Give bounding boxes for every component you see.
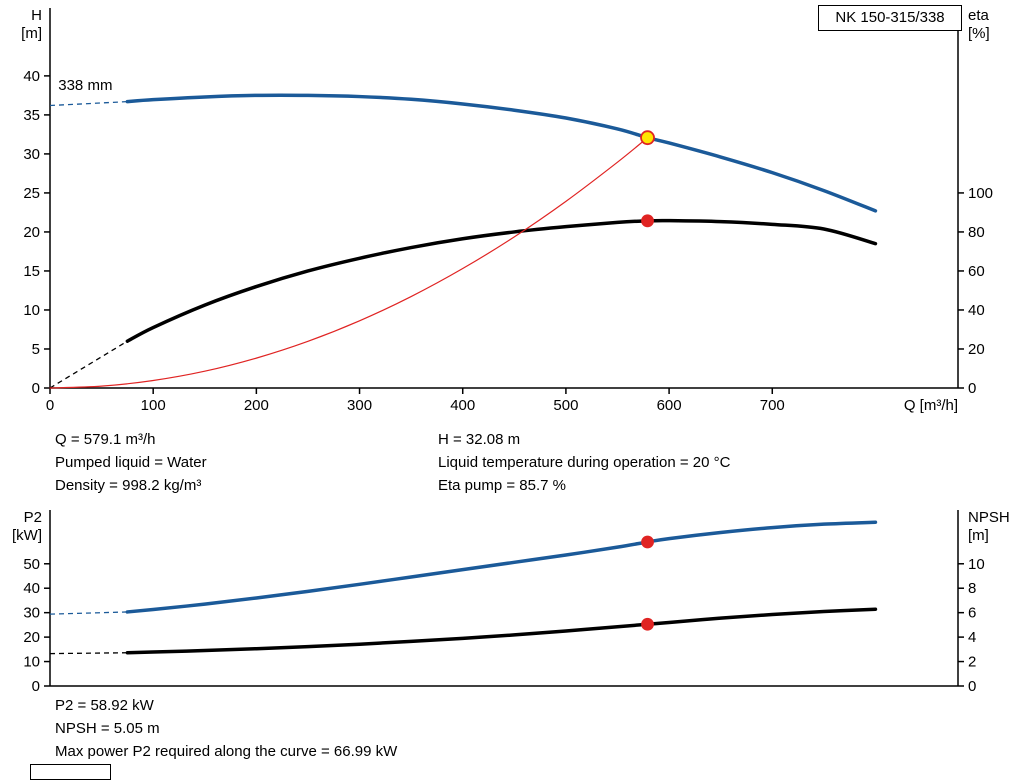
- head-curve: [125, 93, 878, 213]
- y-left-axis-title: [kW]: [12, 527, 42, 544]
- system-curve: [49, 137, 649, 389]
- y-right-tick-label: 4: [968, 629, 976, 646]
- info-density: Density = 998.2 kg/m³: [55, 477, 202, 494]
- x-tick-label: 200: [244, 397, 269, 414]
- p2-curve: [125, 520, 878, 614]
- y-left-axis-title: [m]: [21, 25, 42, 42]
- pump-type-label: NK 150-315/338: [835, 9, 945, 26]
- y-left-tick-label: 40: [23, 68, 40, 85]
- efficiency-curve-dashed: [49, 340, 128, 389]
- info-max-power: Max power P2 required along the curve = …: [55, 743, 398, 760]
- y-right-tick-label: 20: [968, 341, 985, 358]
- y-right-tick-label: 80: [968, 224, 985, 241]
- y-right-axis-title: [%]: [968, 25, 990, 42]
- y-right-tick-label: 100: [968, 185, 993, 202]
- npsh-curve: [125, 607, 878, 655]
- efficiency-curve: [125, 218, 878, 343]
- y-left-tick-label: 40: [23, 580, 40, 597]
- y-right-tick-label: 60: [968, 263, 985, 280]
- operating-info-right: H = 32.08 m Liquid temperature during op…: [438, 428, 730, 497]
- y-left-tick-label: 5: [32, 341, 40, 358]
- y-right-tick-label: 6: [968, 605, 976, 622]
- y-left-axis-title: P2: [24, 509, 42, 526]
- duty-point: [640, 130, 655, 146]
- npsh-point: [641, 617, 654, 631]
- y-left-tick-label: 10: [23, 654, 40, 671]
- info-liquid: Pumped liquid = Water: [55, 454, 207, 471]
- y-left-tick-label: 15: [23, 263, 40, 280]
- y-left-tick-label: 30: [23, 146, 40, 163]
- y-left-tick-label: 20: [23, 224, 40, 241]
- x-tick-label: 100: [141, 397, 166, 414]
- power-info: P2 = 58.92 kW NPSH = 5.05 m Max power P2…: [55, 694, 397, 763]
- y-right-axis-title: [m]: [968, 527, 989, 544]
- info-temperature: Liquid temperature during operation = 20…: [438, 454, 731, 471]
- info-eta: Eta pump = 85.7 %: [438, 477, 566, 494]
- x-tick-label: 0: [46, 397, 54, 414]
- p2-curve-dashed: [49, 611, 128, 615]
- head-curve-dashed: [49, 100, 128, 107]
- y-left-tick-label: 10: [23, 302, 40, 319]
- info-p2: P2 = 58.92 kW: [55, 697, 154, 714]
- y-right-axis-title: eta: [968, 7, 990, 24]
- x-tick-label: 300: [347, 397, 372, 414]
- y-left-tick-label: 20: [23, 629, 40, 646]
- p2-point: [641, 535, 654, 549]
- y-left-tick-label: 0: [32, 678, 40, 694]
- x-tick-label: 500: [553, 397, 578, 414]
- y-left-tick-label: 0: [32, 380, 40, 397]
- info-npsh: NPSH = 5.05 m: [55, 720, 160, 737]
- y-right-tick-label: 10: [968, 556, 985, 573]
- y-right-tick-label: 8: [968, 580, 976, 597]
- y-right-axis-title: NPSH: [968, 509, 1010, 526]
- y-right-tick-label: 40: [968, 302, 985, 319]
- y-right-tick-label: 2: [968, 654, 976, 671]
- y-right-tick-label: 0: [968, 678, 976, 694]
- y-left-axis-title: H: [31, 7, 42, 24]
- p2-npsh-chart: 0 10 20 30 40 50 0 2 4 6 8 10 P2[kW] NPSH[m]: [12, 509, 1010, 694]
- y-left-tick-label: 35: [23, 107, 40, 124]
- info-flow: Q = 579.1 m³/h: [55, 431, 156, 448]
- npsh-curve-dashed: [49, 652, 128, 655]
- x-tick-label: 600: [657, 397, 682, 414]
- y-left-tick-label: 50: [23, 556, 40, 573]
- x-tick-label: 700: [760, 397, 785, 414]
- efficiency-point: [641, 214, 654, 228]
- operating-info-left: Q = 579.1 m³/h Pumped liquid = Water Den…: [55, 428, 207, 497]
- info-head: H = 32.08 m: [438, 431, 521, 448]
- y-right-tick-label: 0: [968, 380, 976, 397]
- pump-type-box: NK 150-315/338: [818, 5, 962, 31]
- x-tick-label: 400: [450, 397, 475, 414]
- y-left-tick-label: 25: [23, 185, 40, 202]
- impeller-diameter-label: 338 mm: [58, 77, 112, 94]
- footer-partial-box: [30, 764, 111, 780]
- y-left-tick-label: 30: [23, 605, 40, 622]
- x-axis-title: Q [m³/h]: [904, 397, 958, 414]
